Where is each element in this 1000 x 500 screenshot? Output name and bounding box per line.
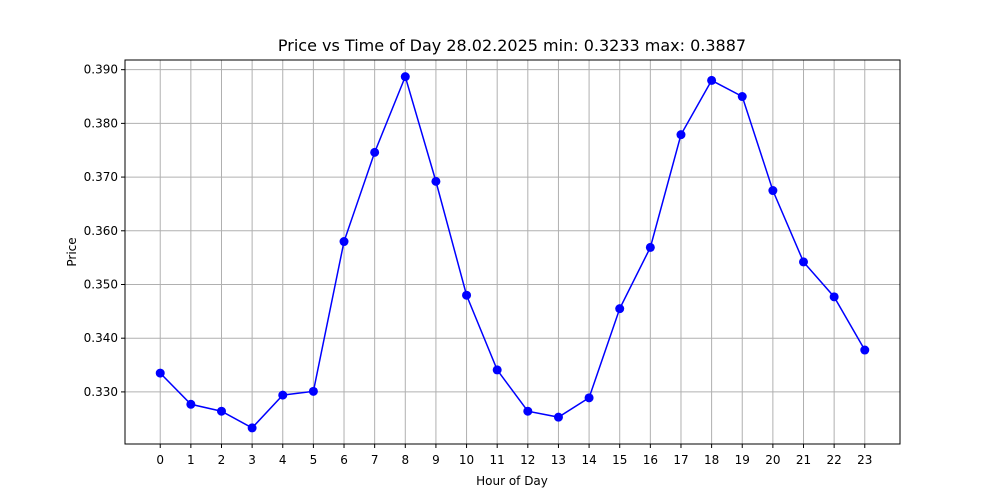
data-point [216, 406, 226, 416]
data-point [523, 406, 533, 416]
y-tick-label: 0.370 [84, 170, 118, 184]
data-point [829, 292, 839, 302]
data-point [799, 257, 809, 267]
data-point [553, 412, 563, 422]
x-tick-label: 22 [826, 453, 841, 467]
data-point [584, 393, 594, 403]
data-point [737, 92, 747, 102]
y-tick-label: 0.330 [84, 385, 118, 399]
series-layer [155, 72, 870, 433]
x-tick-label: 17 [673, 453, 688, 467]
x-tick-label: 1 [187, 453, 195, 467]
tick-layer: 0 1 2 3 4 5 6 7 8 9 10 11 12 13 14 15 16 17 18 19 20 21 22 230.… [84, 63, 873, 467]
x-tick-label: 8 [401, 453, 409, 467]
x-tick-label: 16 [643, 453, 658, 467]
data-point [339, 237, 349, 247]
x-tick-label: 21 [796, 453, 811, 467]
x-tick-label: 7 [371, 453, 379, 467]
x-tick-label: 19 [735, 453, 750, 467]
y-tick-label: 0.350 [84, 277, 118, 291]
chart-title: Price vs Time of Day 28.02.2025 min: 0.3… [278, 36, 746, 55]
data-point [676, 130, 686, 140]
x-tick-label: 0 [156, 453, 164, 467]
data-point [768, 186, 778, 196]
data-point [492, 365, 502, 375]
x-tick-label: 11 [490, 453, 505, 467]
data-point [431, 176, 441, 186]
data-point [370, 147, 380, 157]
data-point [645, 242, 655, 252]
x-tick-label: 3 [248, 453, 256, 467]
x-tick-label: 6 [340, 453, 348, 467]
x-tick-label: 13 [551, 453, 566, 467]
data-point [308, 386, 318, 396]
x-tick-label: 23 [857, 453, 872, 467]
data-point [155, 368, 165, 378]
data-point [462, 290, 472, 300]
plot-frame [124, 59, 901, 445]
x-tick-label: 4 [279, 453, 287, 467]
x-tick-label: 14 [581, 453, 596, 467]
x-tick-label: 15 [612, 453, 627, 467]
data-point [278, 390, 288, 400]
y-tick-label: 0.340 [84, 331, 118, 345]
x-tick-label: 5 [310, 453, 318, 467]
data-point [400, 72, 410, 82]
y-axis-label: Price [65, 237, 79, 266]
y-tick-label: 0.360 [84, 224, 118, 238]
x-tick-label: 12 [520, 453, 535, 467]
series-line [159, 74, 866, 429]
x-axis-label: Hour of Day [476, 474, 548, 488]
y-tick-label: 0.390 [84, 63, 118, 77]
data-point [186, 399, 196, 409]
x-tick-label: 10 [459, 453, 474, 467]
grid-layer [125, 60, 900, 444]
data-point [615, 304, 625, 314]
data-point [860, 345, 870, 355]
x-tick-label: 9 [432, 453, 440, 467]
x-tick-label: 18 [704, 453, 719, 467]
x-tick-label: 20 [765, 453, 780, 467]
data-point [707, 75, 717, 85]
y-tick-label: 0.380 [84, 116, 118, 130]
data-point [247, 423, 257, 433]
x-tick-label: 2 [218, 453, 226, 467]
